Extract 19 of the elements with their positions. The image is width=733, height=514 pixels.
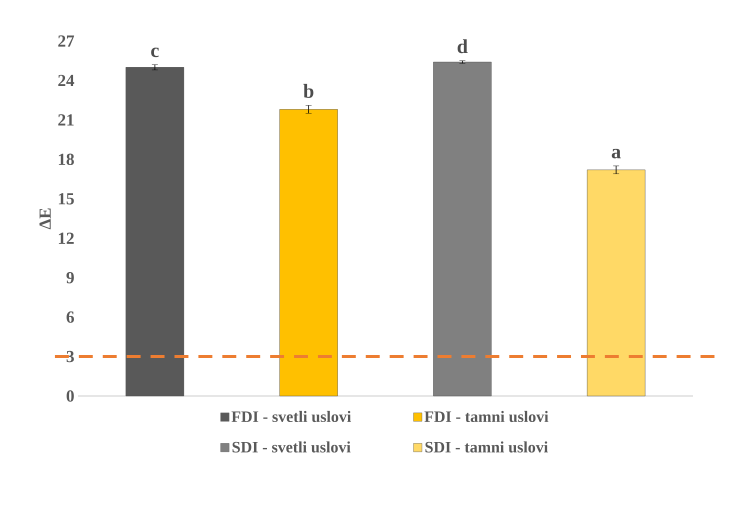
- data-label: a: [612, 148, 621, 158]
- y-tick-label: 18: [58, 154, 74, 166]
- y-tick-label: 27: [58, 35, 74, 47]
- data-label: c: [151, 48, 159, 58]
- legend-label: SDI - svetli uslovi: [232, 441, 351, 453]
- y-tick-label: 0: [66, 390, 74, 402]
- y-tick-label: 6: [66, 311, 74, 323]
- y-tick-label: 3: [66, 350, 74, 362]
- legend-label: FDI - svetli uslovi: [232, 410, 352, 422]
- data-label: d: [458, 39, 468, 54]
- data-label: b: [303, 84, 314, 98]
- legend-label: FDI - tamni uslovi: [424, 410, 548, 422]
- y-tick-label: 24: [58, 74, 74, 86]
- y-tick-label: 15: [58, 193, 74, 204]
- y-axis-title: ΔE: [40, 208, 51, 230]
- y-tick-label: 21: [58, 114, 74, 126]
- y-tick-label: 9: [66, 272, 74, 284]
- y-tick-label: 12: [58, 232, 74, 244]
- legend-label: SDI - tamni uslovi: [425, 441, 548, 453]
